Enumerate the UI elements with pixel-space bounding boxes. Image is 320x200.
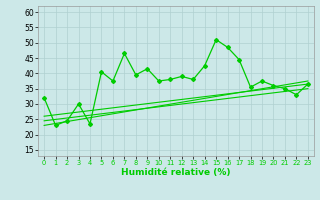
X-axis label: Humidité relative (%): Humidité relative (%) (121, 168, 231, 177)
